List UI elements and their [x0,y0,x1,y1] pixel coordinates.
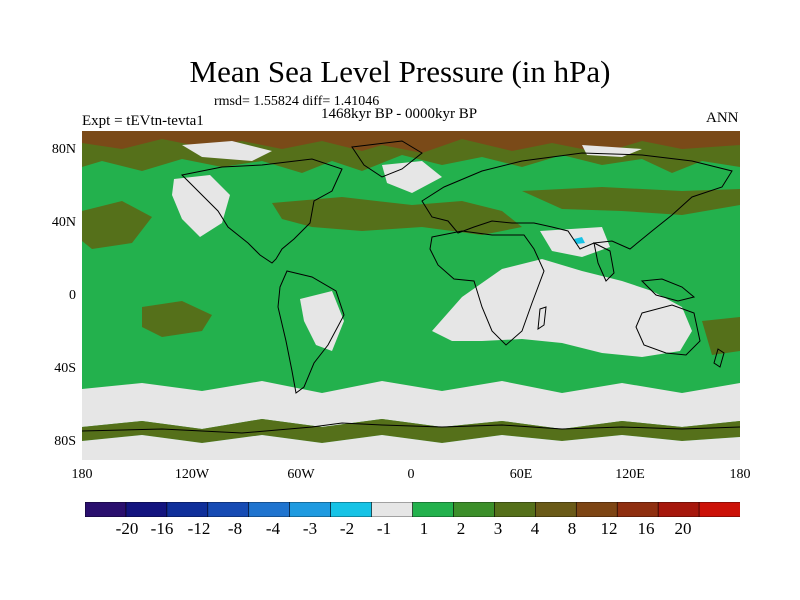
coastline-madagascar [537,306,547,331]
lon-label-60w: 60W [287,467,315,482]
colorbar-swatch [657,502,700,517]
colorbar-swatch [125,502,168,517]
colorbar-swatch [412,502,455,517]
colorbar-swatch [371,502,414,517]
colorbar-swatch [85,502,127,517]
colorbar-label: -12 [187,519,211,538]
colorbar-label: 8 [567,519,577,538]
coastline-eurasia [421,152,733,250]
colorbar-swatch [289,502,332,517]
colorbar [85,502,740,517]
colorbar-label: 3 [493,519,503,538]
colorbar-swatch [248,502,291,517]
arctic-brown-patch [82,131,740,153]
coastline-antarctica [82,422,740,434]
colorbar-swatch [698,502,740,517]
n-atlantic-olive-band [272,197,522,235]
southern-ocean-gray-band [82,381,740,429]
colorbar-label: -8 [227,519,243,538]
antarctic-olive-band [82,419,740,443]
colorbar-label: 12 [600,519,618,538]
colorbar-swatch [330,502,373,517]
lon-label-180w: 180 [71,467,93,482]
lat-label-0: 0 [69,288,76,303]
indian-ocean-gray-region [432,259,692,357]
pressure-map [82,131,740,460]
coastline-greenland [351,140,423,178]
colorbar-swatch [535,502,577,517]
colorbar-label: -16 [150,519,174,538]
lon-label-180e: 180 [729,467,751,482]
colorbar-swatch [575,502,618,517]
greenland-gray-patch [382,161,442,193]
coastline-africa [429,230,545,346]
lat-label-40n: 40N [51,215,76,230]
map-title: Mean Sea Level Pressure (in hPa) [189,54,611,89]
colorbar-swatch [616,502,659,517]
lon-label-120e: 120E [615,467,645,482]
colorbar-label: 2 [456,519,466,538]
lat-label-40s: 40S [54,361,76,376]
coastline-india [593,242,615,282]
rmsd-diff-text: rmsd= 1.55824 diff= 1.41046 [214,94,380,109]
colorbar-swatch [453,502,495,517]
colorbar-label: -2 [339,519,355,538]
lon-label-120w: 120W [174,467,210,482]
colorbar-label: 20 [674,519,692,538]
colorbar-label: 16 [637,519,655,538]
coastline-north-america [180,158,343,264]
lon-label-0: 0 [407,467,415,482]
asia-olive-band [522,187,740,215]
period-subtitle: 1468kyr BP - 0000kyr BP [321,106,478,122]
colorbar-swatch [207,502,250,517]
s-pacific-olive-patch [142,301,212,337]
arabia-blue-spot [574,237,585,244]
lat-label-80n: 80N [51,142,76,157]
experiment-label: Expt = tEVtn-tevta1 [82,113,204,129]
s-pacific-east-olive-patch [702,317,740,355]
lat-label-80s: 80S [54,434,76,449]
colorbar-swatch [166,502,209,517]
colorbar-label: -3 [302,519,318,538]
coastline-south-america [277,270,345,394]
n-pacific-olive-patch [82,201,152,249]
coastlines [82,140,740,434]
season-label: ANN [706,110,739,126]
antarctica-gray-band [82,435,740,460]
colorbar-label: -1 [376,519,392,538]
arctic-gray-patch [182,141,272,161]
coastline-maritime-continent [640,278,696,302]
colorbar-label: 1 [419,519,429,538]
colorbar-label: -4 [265,519,281,538]
lon-label-60e: 60E [509,467,533,482]
colorbar-label: -20 [115,519,139,538]
colorbar-swatch [494,502,536,517]
n-pacific-gray-patch [172,175,230,237]
colorbar-label: 4 [530,519,540,538]
coastline-australia [635,304,701,356]
coastline-new-zealand [713,348,725,368]
